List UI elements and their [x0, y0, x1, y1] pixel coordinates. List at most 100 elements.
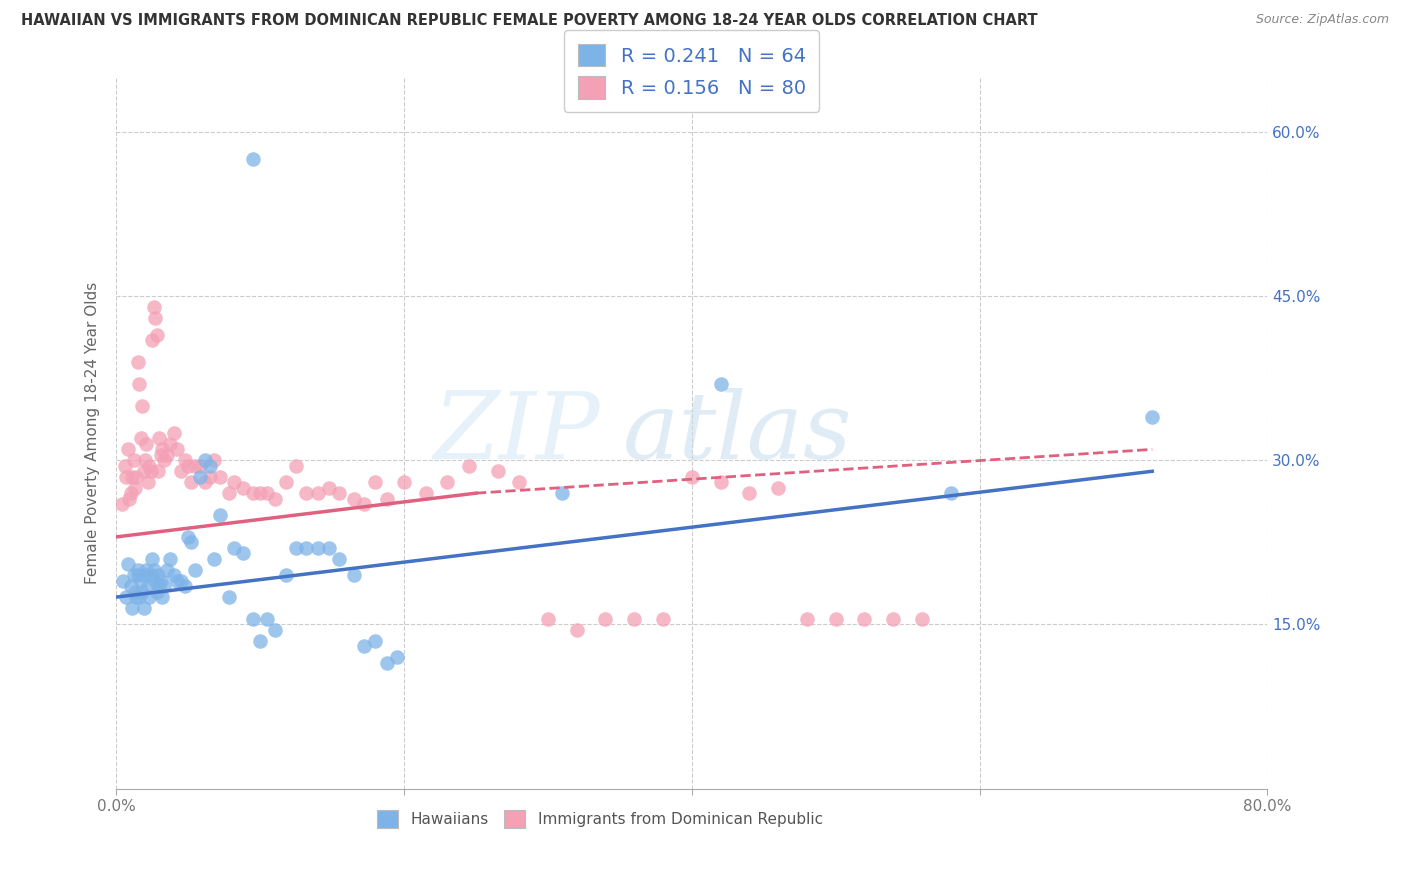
Point: [174, 579, 197, 593]
Point: [194, 453, 217, 467]
Point: [142, 563, 165, 577]
Point: [188, 469, 211, 483]
Point: [138, 590, 160, 604]
Point: [150, 442, 173, 457]
Point: [166, 442, 188, 457]
Point: [436, 475, 458, 490]
Point: [198, 469, 221, 483]
Point: [198, 458, 221, 473]
Point: [939, 486, 962, 500]
Point: [824, 612, 846, 626]
Point: [129, 574, 152, 588]
Point: [853, 612, 876, 626]
Point: [202, 453, 225, 467]
Point: [242, 153, 264, 167]
Point: [224, 475, 246, 490]
Point: [242, 612, 264, 626]
Point: [263, 491, 285, 506]
Point: [141, 551, 163, 566]
Point: [274, 568, 297, 582]
Point: [295, 486, 318, 500]
Point: [486, 464, 509, 478]
Point: [111, 497, 134, 511]
Point: [128, 376, 150, 391]
Point: [146, 464, 169, 478]
Point: [115, 590, 138, 604]
Point: [256, 486, 278, 500]
Point: [163, 568, 186, 582]
Point: [218, 486, 240, 500]
Point: [127, 563, 149, 577]
Point: [218, 590, 240, 604]
Point: [127, 355, 149, 369]
Point: [623, 612, 645, 626]
Point: [1142, 409, 1164, 424]
Point: [184, 563, 207, 577]
Point: [249, 633, 271, 648]
Point: [117, 442, 139, 457]
Point: [263, 623, 285, 637]
Point: [148, 579, 170, 593]
Point: [124, 584, 146, 599]
Point: [551, 486, 574, 500]
Point: [114, 458, 136, 473]
Point: [242, 486, 264, 500]
Text: ZIP: ZIP: [433, 388, 600, 478]
Text: HAWAIIAN VS IMMIGRANTS FROM DOMINICAN REPUBLIC FEMALE POVERTY AMONG 18-24 YEAR O: HAWAIIAN VS IMMIGRANTS FROM DOMINICAN RE…: [21, 13, 1038, 29]
Point: [177, 458, 200, 473]
Point: [141, 333, 163, 347]
Point: [911, 612, 934, 626]
Point: [318, 481, 340, 495]
Point: [364, 475, 387, 490]
Point: [385, 650, 408, 665]
Point: [194, 475, 217, 490]
Point: [125, 469, 148, 483]
Point: [188, 458, 211, 473]
Point: [174, 453, 197, 467]
Point: [135, 437, 157, 451]
Point: [143, 311, 166, 326]
Point: [152, 579, 174, 593]
Point: [156, 448, 179, 462]
Point: [121, 601, 143, 615]
Point: [796, 612, 818, 626]
Point: [163, 425, 186, 440]
Point: [184, 458, 207, 473]
Point: [652, 612, 675, 626]
Point: [129, 432, 152, 446]
Point: [115, 469, 138, 483]
Point: [508, 475, 530, 490]
Point: [128, 590, 150, 604]
Point: [343, 568, 366, 582]
Point: [156, 563, 179, 577]
Point: [148, 432, 170, 446]
Point: [307, 486, 329, 500]
Point: [121, 469, 143, 483]
Point: [295, 541, 318, 555]
Point: [364, 633, 387, 648]
Point: [353, 497, 375, 511]
Point: [375, 491, 398, 506]
Point: [328, 486, 350, 500]
Point: [882, 612, 904, 626]
Point: [149, 448, 172, 462]
Point: [681, 469, 703, 483]
Point: [256, 612, 278, 626]
Point: [146, 568, 169, 582]
Text: Source: ZipAtlas.com: Source: ZipAtlas.com: [1256, 13, 1389, 27]
Point: [537, 612, 560, 626]
Point: [166, 574, 188, 588]
Point: [766, 481, 789, 495]
Point: [139, 568, 162, 582]
Point: [149, 574, 172, 588]
Y-axis label: Female Poverty Among 18-24 Year Olds: Female Poverty Among 18-24 Year Olds: [86, 282, 100, 584]
Point: [138, 458, 160, 473]
Point: [177, 530, 200, 544]
Point: [710, 376, 733, 391]
Point: [120, 486, 142, 500]
Point: [232, 546, 254, 560]
Point: [224, 541, 246, 555]
Text: atlas: atlas: [623, 388, 852, 478]
Point: [136, 579, 159, 593]
Point: [145, 584, 167, 599]
